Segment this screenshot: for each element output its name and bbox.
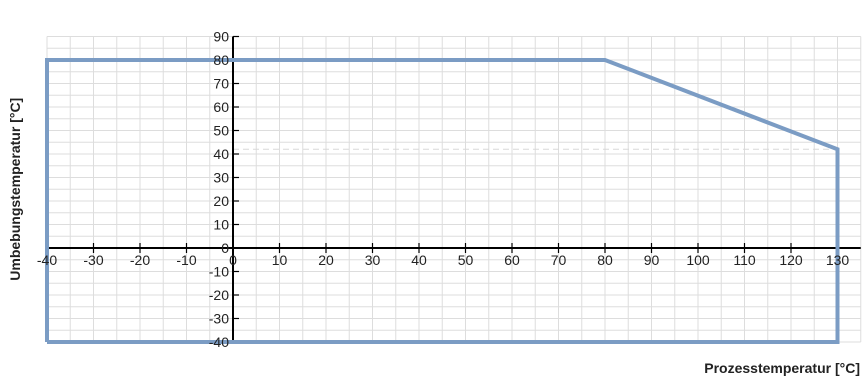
x-tick-label: 90 xyxy=(644,252,660,268)
y-tick-label: 70 xyxy=(213,76,229,92)
y-tick-label: 20 xyxy=(213,193,229,209)
x-tick-label: -40 xyxy=(37,252,57,268)
x-tick-label: 70 xyxy=(551,252,567,268)
x-tick-label: 40 xyxy=(411,252,427,268)
chart-grid xyxy=(46,36,862,343)
x-axis-title: Prozesstemperatur [°C] xyxy=(704,360,860,376)
y-axis-title: Umbebungstemperatur [°C] xyxy=(7,98,23,281)
y-tick-label: 30 xyxy=(213,170,229,186)
x-tick-label: 20 xyxy=(318,252,334,268)
x-tick-label: -10 xyxy=(176,252,196,268)
x-tick-label: 120 xyxy=(779,252,803,268)
x-tick-label: 60 xyxy=(504,252,520,268)
y-tick-label: 60 xyxy=(213,99,229,115)
x-tick-label: 100 xyxy=(686,252,710,268)
y-tick-label: -40 xyxy=(209,334,229,350)
x-tick-label: 110 xyxy=(733,252,756,268)
x-tick-label: -20 xyxy=(130,252,150,268)
x-tick-label: -30 xyxy=(83,252,103,268)
chart-marks xyxy=(45,58,840,344)
x-tick-label: 30 xyxy=(365,252,381,268)
y-tick-label: 90 xyxy=(213,29,229,45)
x-tick-label: 0 xyxy=(229,252,237,268)
x-tick-label: 80 xyxy=(597,252,613,268)
x-tick-label: 130 xyxy=(826,252,850,268)
y-tick-label: -10 xyxy=(209,264,229,280)
y-tick-label: -30 xyxy=(209,311,229,327)
chart-tick-labels: -40 -30 -20 -10 0 10 20 30 40 50 60 70 80 90 100 110 120… xyxy=(37,29,850,351)
operating-range-outline xyxy=(45,58,840,344)
chart-axes xyxy=(47,36,861,342)
y-tick-label: 10 xyxy=(213,217,229,233)
y-tick-label: 80 xyxy=(213,52,229,68)
x-tick-label: 50 xyxy=(458,252,474,268)
y-tick-label: 40 xyxy=(213,146,229,162)
x-tick-label: 10 xyxy=(272,252,288,268)
y-tick-label: 0 xyxy=(221,240,229,256)
y-tick-label: 50 xyxy=(213,123,229,139)
y-tick-label: -20 xyxy=(209,287,229,303)
